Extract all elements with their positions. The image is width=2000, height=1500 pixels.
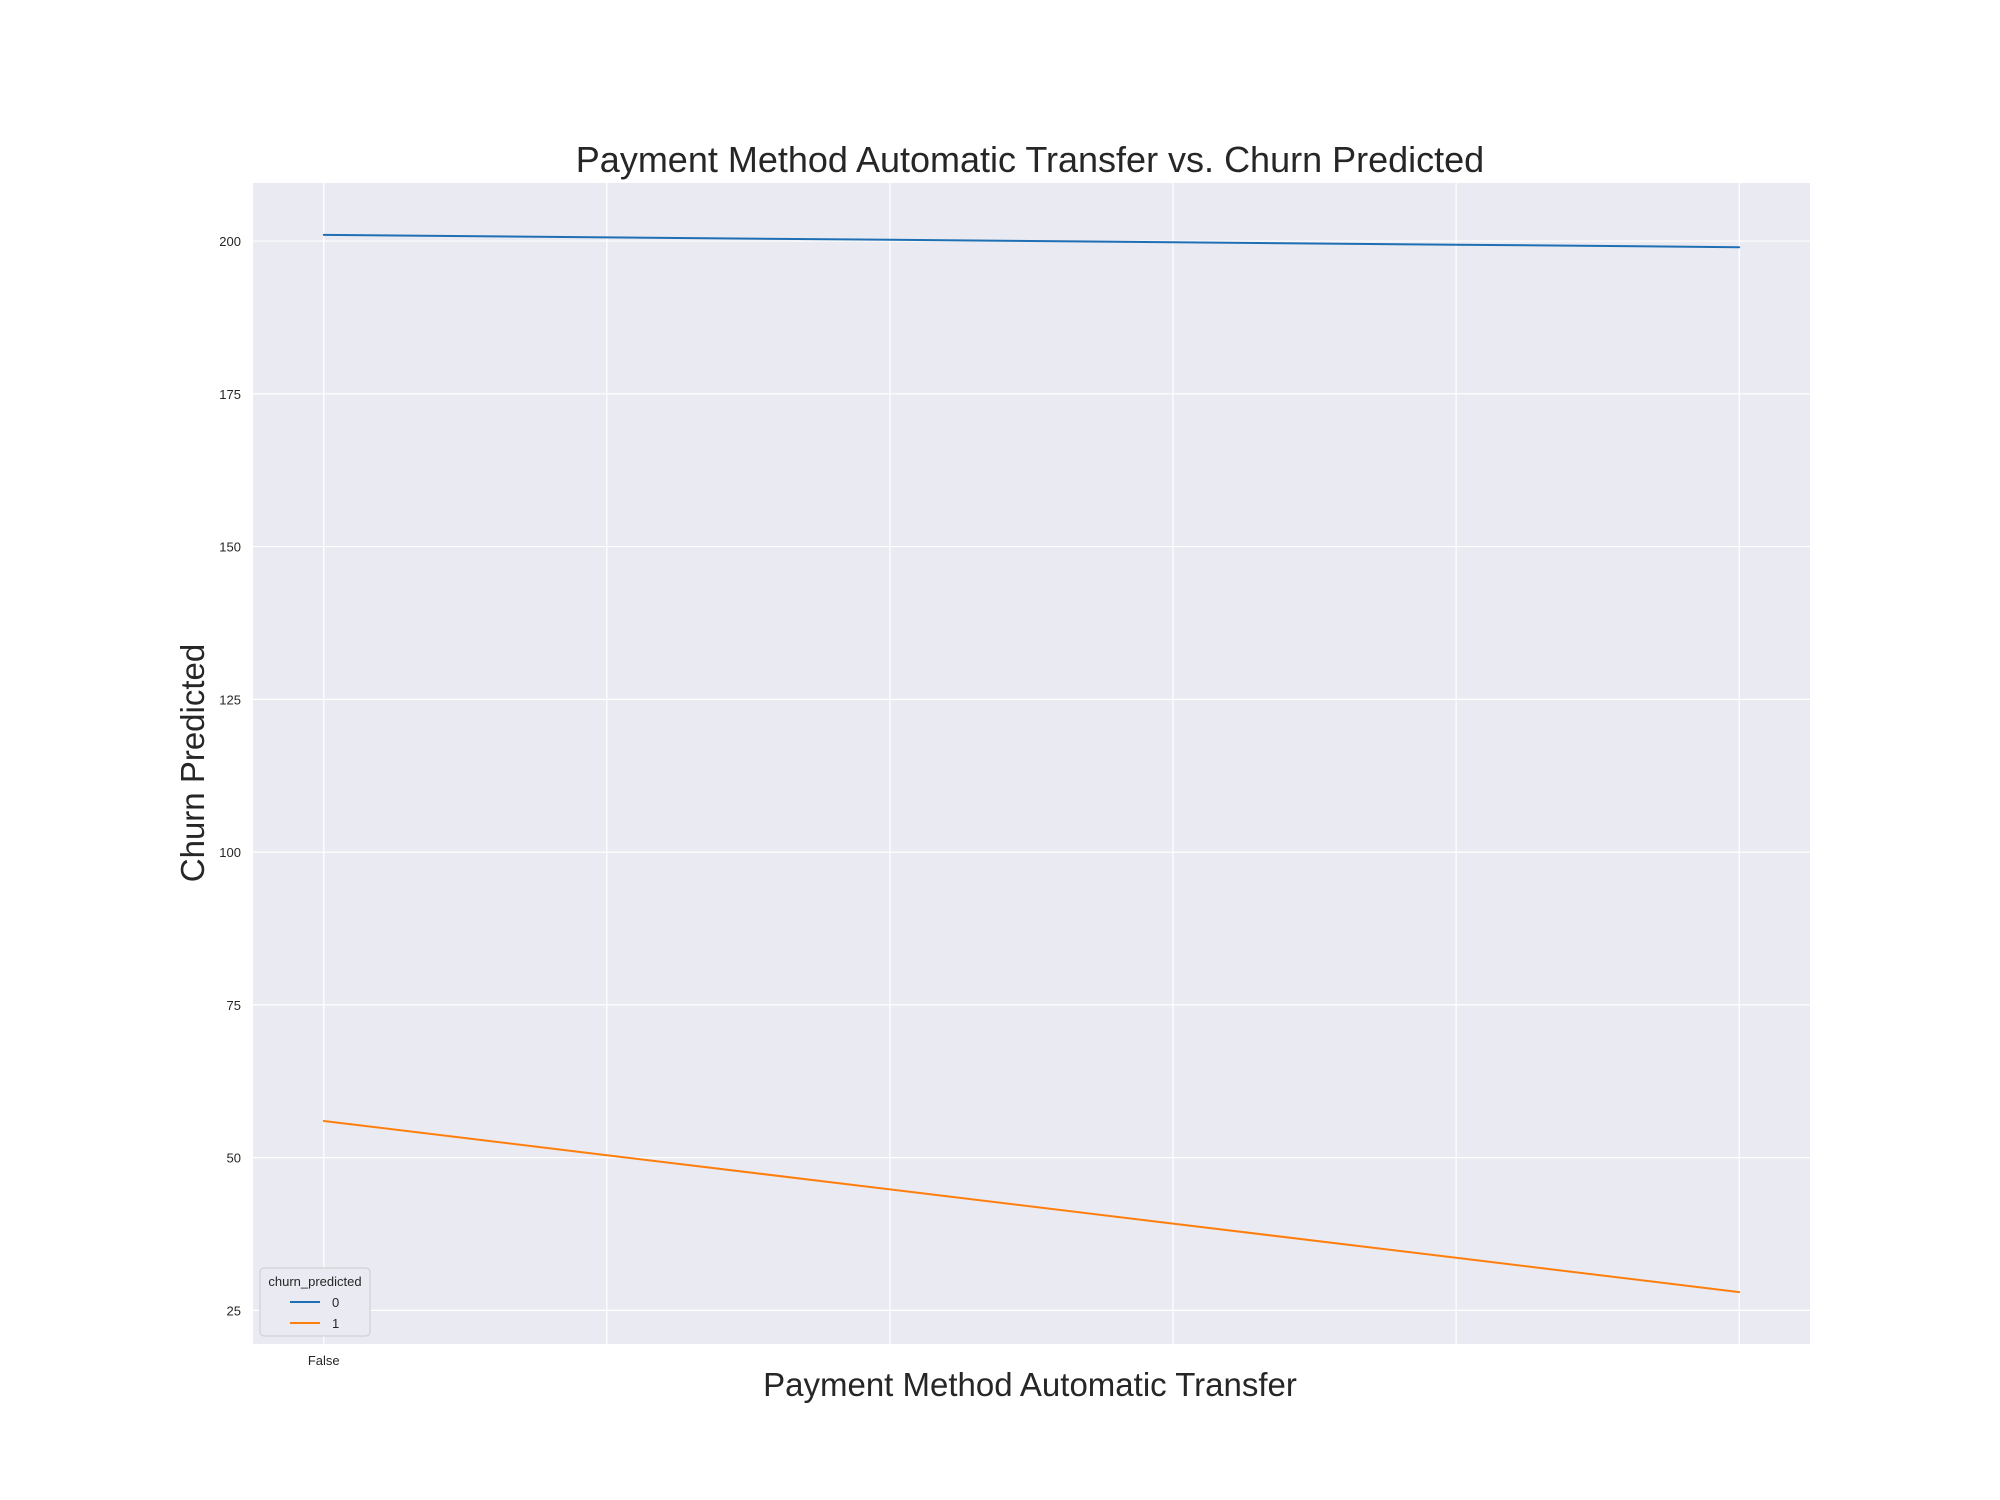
x-axis-label: Payment Method Automatic Transfer xyxy=(763,1366,1297,1403)
legend-entries: 01 xyxy=(290,1295,339,1331)
y-tick-label: 50 xyxy=(227,1151,241,1166)
chart-title: Payment Method Automatic Transfer vs. Ch… xyxy=(576,139,1484,180)
y-tick-label: 150 xyxy=(219,540,241,555)
y-tick-label: 75 xyxy=(227,998,241,1013)
y-tick-label: 175 xyxy=(219,387,241,402)
x-tick-label: False xyxy=(308,1353,340,1368)
legend-title: churn_predicted xyxy=(268,1274,361,1289)
y-tick-label: 200 xyxy=(219,234,241,249)
series-line-0 xyxy=(322,233,1741,249)
y-tick-label: 125 xyxy=(219,692,241,707)
legend-label-0: 0 xyxy=(332,1295,339,1310)
y-tick-label: 100 xyxy=(219,845,241,860)
y-axis-label: Churn Predicted xyxy=(174,644,211,882)
plot-area xyxy=(253,183,1810,1344)
series-line-1 xyxy=(322,1120,1741,1294)
tick-labels: 25 50 75 100 125 150 175 200 False xyxy=(219,234,339,1368)
grid-lines xyxy=(253,183,1810,1344)
legend: churn_predicted 01 xyxy=(259,1267,371,1337)
legend-label-1: 1 xyxy=(332,1316,339,1331)
y-tick-label: 25 xyxy=(227,1303,241,1318)
series-lines xyxy=(322,233,1741,1294)
